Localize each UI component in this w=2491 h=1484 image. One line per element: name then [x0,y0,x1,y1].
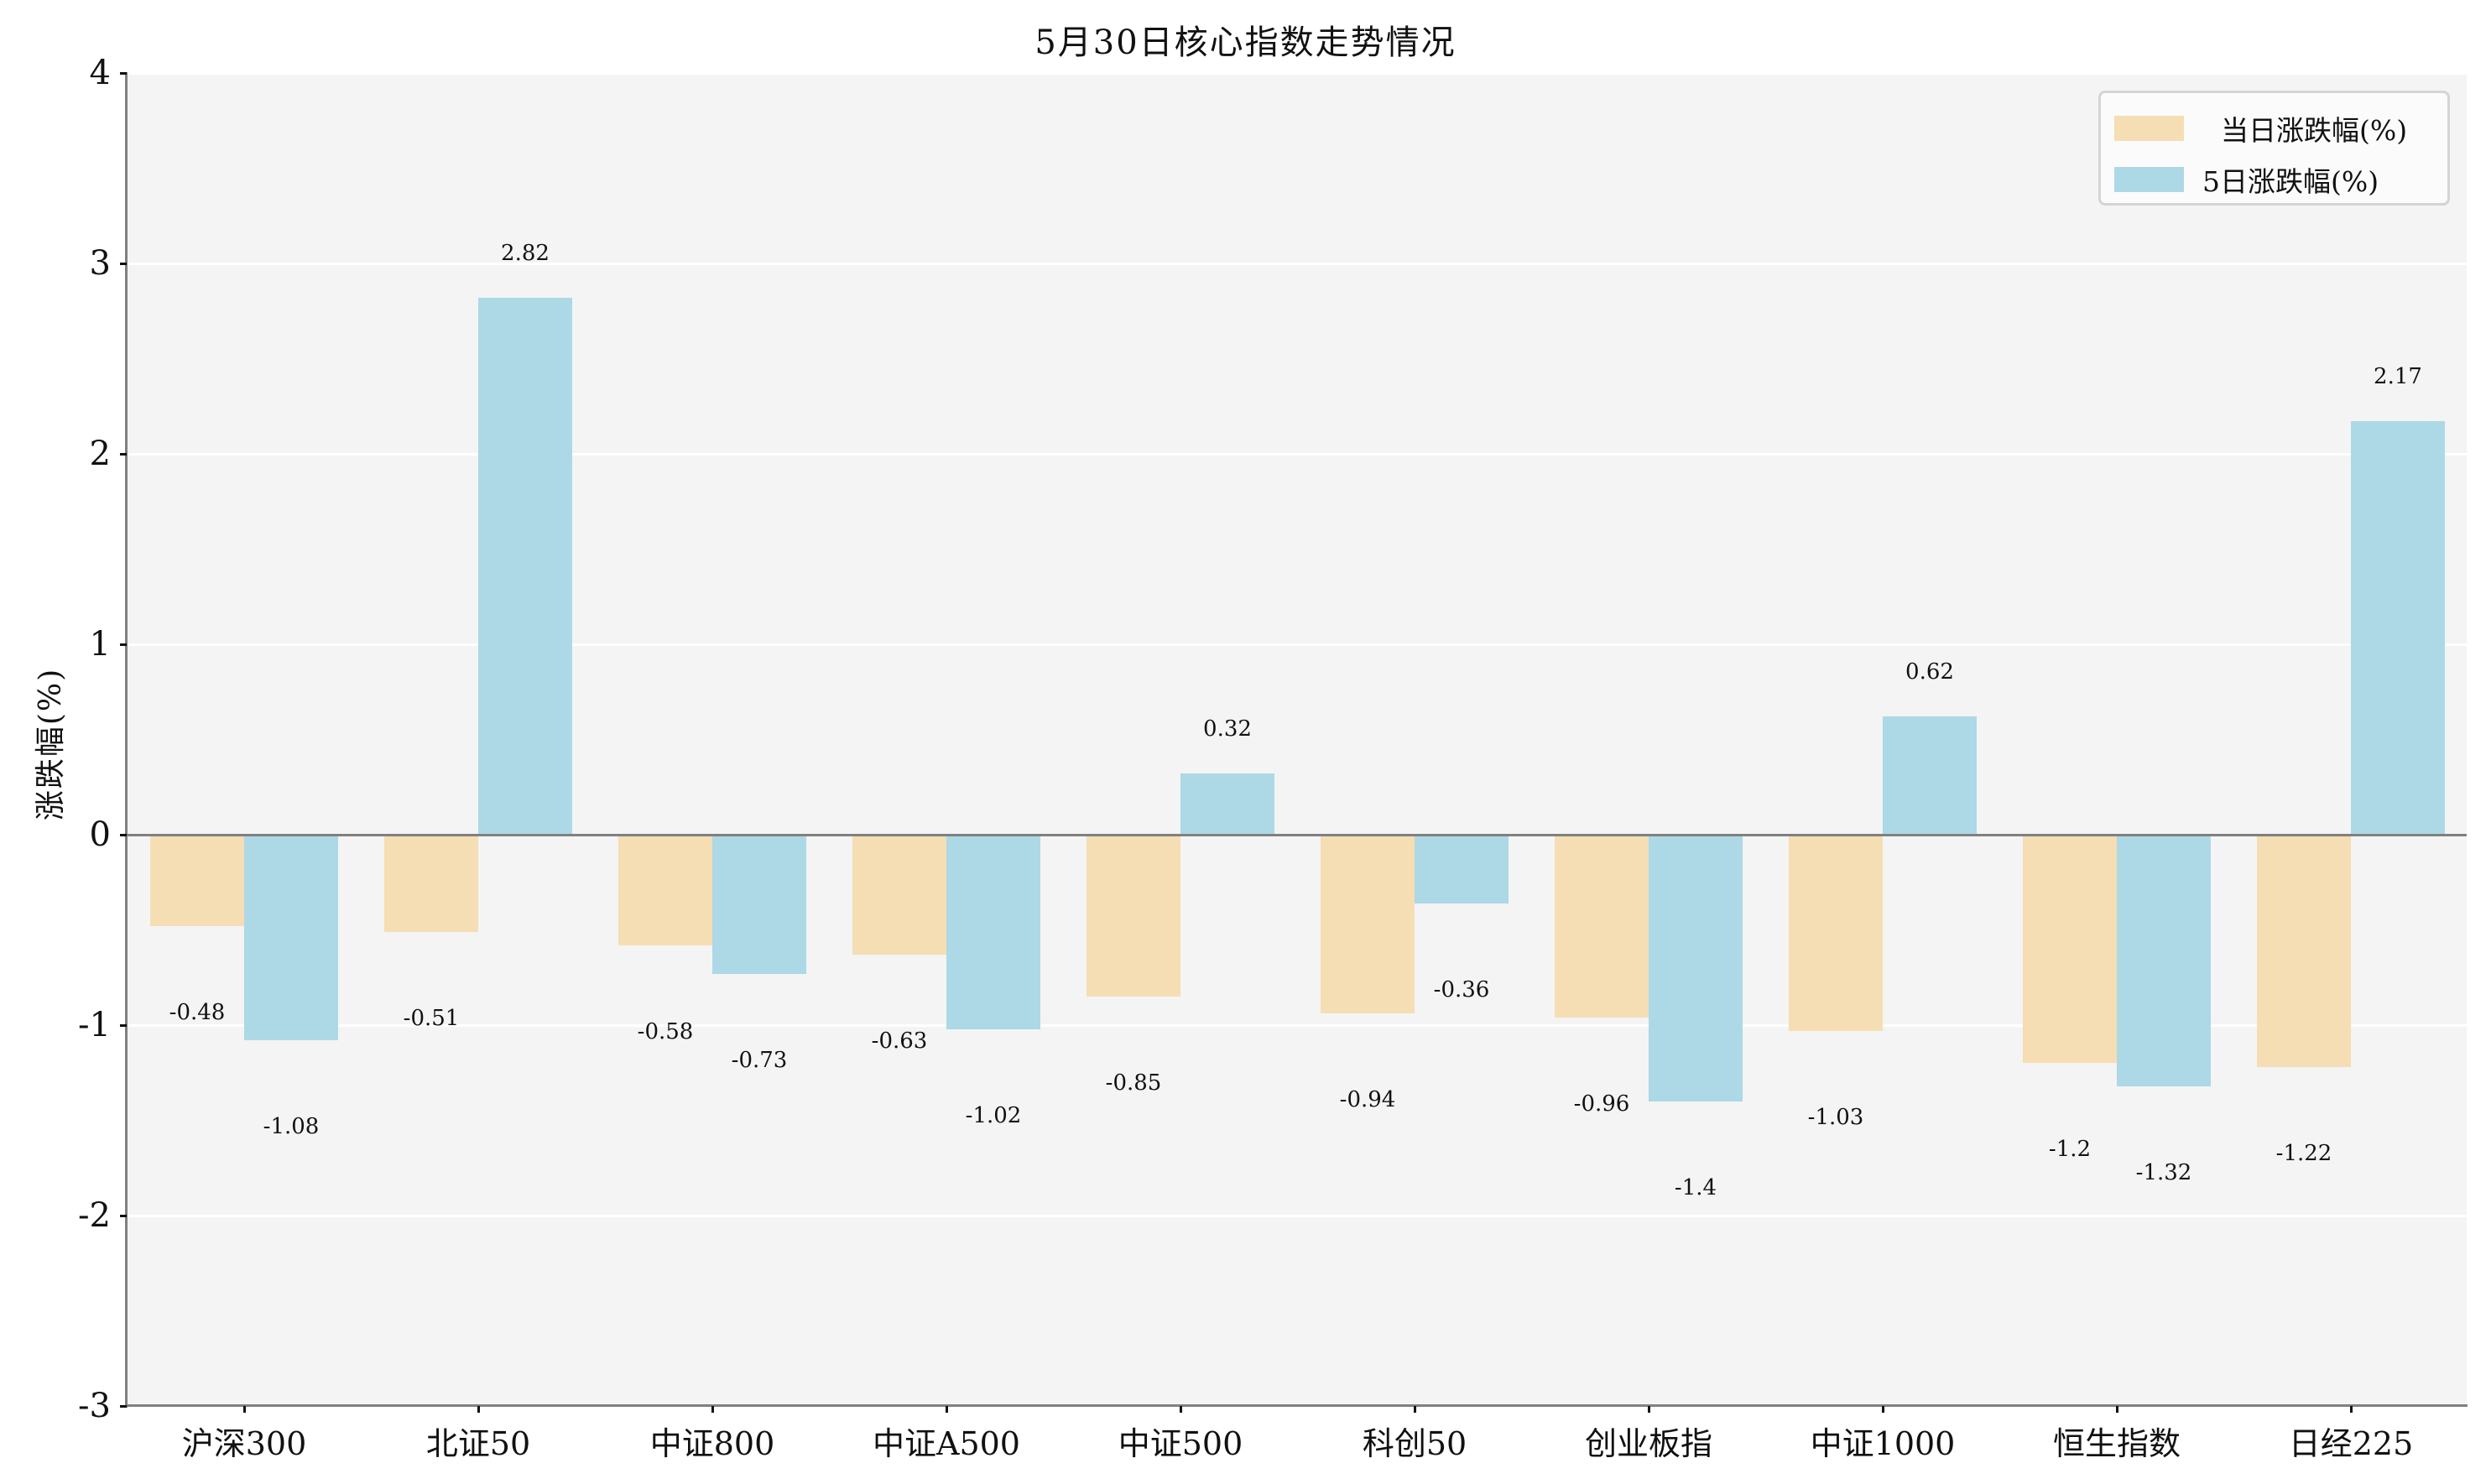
bar-five-day [478,297,572,835]
data-label: -0.94 [1339,1087,1396,1113]
data-label: 2.82 [501,240,550,266]
x-tick-label: 沪深300 [181,1425,307,1462]
bar-daily [852,835,946,955]
bar-five-day [712,835,806,974]
bar-five-day [946,835,1040,1029]
y-tick-label: 2 [89,435,111,473]
bar-five-day [2351,421,2445,835]
data-label: -1.32 [2135,1159,2192,1185]
bar-daily [2257,835,2351,1067]
gridline [127,1024,2467,1027]
y-tick-mark [120,453,127,456]
bar-daily [1321,835,1415,1014]
gridline [127,263,2467,265]
x-tick-label: 恒生指数 [2052,1425,2181,1462]
gridline [127,453,2467,456]
y-tick-mark [120,834,127,836]
y-tick-label: 1 [89,625,111,664]
legend-swatch-daily [2114,116,2184,141]
bar-daily [618,835,712,945]
chart-title: 5月30日核心指数走势情况 [1034,23,1457,62]
x-tick-mark [711,1406,714,1413]
x-tick-mark [2350,1406,2353,1413]
data-label: 2.17 [2374,364,2422,390]
legend-item-daily: 当日涨跌幅(%) [2114,112,2407,147]
bar-daily [384,835,478,932]
x-tick-mark [2116,1406,2118,1413]
x-tick-mark [243,1406,246,1413]
x-tick-label: 中证A500 [873,1425,1020,1462]
gridline [127,1215,2467,1217]
legend-swatch-five-day [2114,167,2184,192]
x-axis-line [125,1404,2468,1407]
bar-five-day [1180,773,1274,835]
data-label: -0.85 [1105,1070,1162,1096]
bar-daily [2023,835,2117,1064]
x-tick-label: 中证500 [1118,1425,1243,1462]
data-label: -1.4 [1674,1174,1717,1200]
data-label: -1.02 [965,1102,1022,1128]
data-label: -1.08 [263,1114,320,1140]
data-label: -0.51 [403,1005,460,1031]
y-tick-label: -2 [78,1196,111,1235]
y-tick-label: -3 [78,1387,111,1425]
data-label: -0.63 [871,1028,928,1054]
bar-daily [1789,835,1883,1031]
y-tick-mark [120,263,127,265]
bar-five-day [2117,835,2211,1086]
x-tick-mark [1882,1406,1884,1413]
y-tick-mark [120,1405,127,1408]
data-label: 0.62 [1905,659,1954,685]
y-tick-mark [120,1215,127,1217]
y-tick-label: -1 [78,1006,111,1044]
data-label: -0.36 [1433,976,1490,1002]
y-tick-label: 0 [89,815,111,854]
legend-label-five-day: 5日涨跌幅(%) [2202,165,2379,198]
y-axis-title: 涨跌幅(%) [34,667,68,821]
x-tick-mark [1180,1406,1182,1413]
y-tick-mark [120,72,127,75]
x-tick-mark [946,1406,948,1413]
data-label: -0.96 [1573,1091,1630,1117]
x-tick-mark [1414,1406,1416,1413]
x-tick-mark [1648,1406,1650,1413]
x-tick-label: 科创50 [1362,1425,1467,1462]
data-label: -0.58 [637,1018,694,1044]
x-tick-label: 日经225 [2288,1425,2414,1462]
y-tick-label: 4 [89,54,111,92]
data-label: -0.48 [169,999,226,1025]
data-label: -1.03 [1807,1104,1864,1130]
gridline [127,643,2467,646]
x-tick-label: 创业板指 [1584,1425,1712,1462]
y-axis-line [125,72,128,1408]
bar-daily [1555,835,1649,1018]
y-tick-mark [120,1024,127,1027]
x-tick-label: 中证800 [649,1425,775,1462]
x-tick-mark [477,1406,480,1413]
x-tick-label: 中证1000 [1810,1425,1956,1462]
bar-five-day [1883,716,1977,835]
data-label: -1.22 [2275,1140,2332,1166]
data-label: -1.2 [2048,1137,2092,1163]
legend: 当日涨跌幅(%) 5日涨跌幅(%) [2098,91,2450,206]
bar-five-day [1649,835,1743,1101]
y-tick-label: 3 [89,244,111,283]
data-label: 0.32 [1203,716,1252,742]
legend-item-five-day: 5日涨跌幅(%) [2114,163,2379,198]
data-label: -0.73 [731,1047,788,1073]
bar-five-day [244,835,338,1041]
bar-daily [1087,835,1180,997]
zero-line [127,834,2467,836]
bar-daily [150,835,244,926]
y-tick-mark [120,643,127,646]
x-tick-label: 北证50 [425,1425,531,1462]
legend-label-daily: 当日涨跌幅(%) [2221,114,2408,147]
bar-five-day [1415,835,1509,903]
